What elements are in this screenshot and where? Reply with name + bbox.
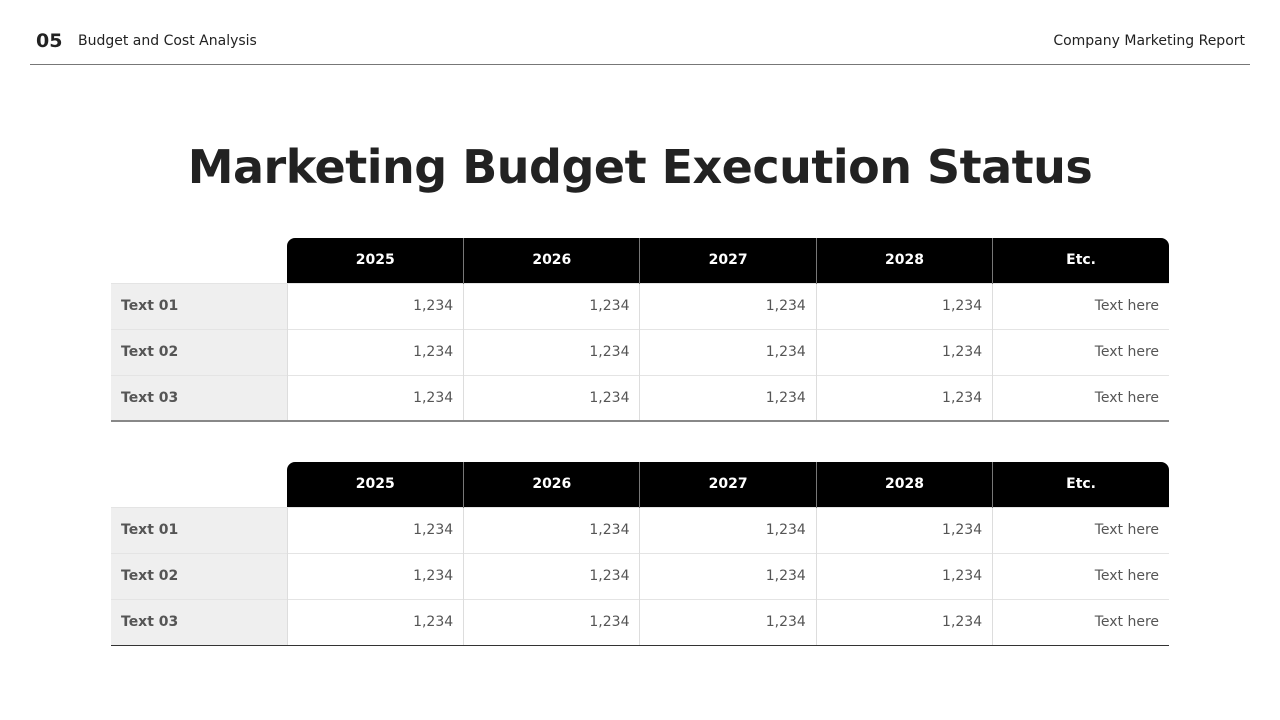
corner-cell bbox=[111, 462, 288, 507]
table-cell: 1,234 bbox=[639, 506, 817, 553]
table-row: Text 01 1,234 1,234 1,234 1,234 Text here bbox=[111, 506, 1169, 553]
row-label: Text 03 bbox=[111, 598, 288, 646]
table-cell: 1,234 bbox=[815, 374, 993, 422]
column-header: 2027 bbox=[639, 238, 817, 283]
section-number: 05 bbox=[36, 30, 63, 52]
table-row: Text 03 1,234 1,234 1,234 1,234 Text here bbox=[111, 598, 1169, 646]
row-label: Text 03 bbox=[111, 374, 288, 422]
table-cell: 1,234 bbox=[463, 374, 640, 422]
report-title: Company Marketing Report bbox=[1053, 33, 1245, 49]
row-label: Text 02 bbox=[111, 328, 288, 375]
table-row: Text 02 1,234 1,234 1,234 1,234 Text here bbox=[111, 328, 1169, 375]
table-cell: 1,234 bbox=[815, 328, 993, 375]
table-cell: 1,234 bbox=[286, 598, 464, 646]
table-cell: 1,234 bbox=[286, 328, 464, 375]
corner-cell bbox=[111, 238, 288, 283]
column-header: 2025 bbox=[287, 238, 464, 283]
column-header: 2028 bbox=[815, 238, 993, 283]
column-header: 2028 bbox=[815, 462, 993, 507]
page-title: Marketing Budget Execution Status bbox=[187, 140, 1093, 194]
budget-table-1: 2025 2026 2027 2028 Etc. Text 01 1,234 1,234 1,2… bbox=[111, 238, 1169, 422]
row-label: Text 01 bbox=[111, 282, 288, 329]
table-row: Text 01 1,234 1,234 1,234 1,234 Text here bbox=[111, 282, 1169, 329]
table-cell: 1,234 bbox=[286, 374, 464, 422]
column-header: 2026 bbox=[463, 238, 640, 283]
table-cell: Text here bbox=[992, 374, 1169, 422]
column-header: 2025 bbox=[287, 462, 464, 507]
table-cell: 1,234 bbox=[815, 282, 993, 329]
table-cell: 1,234 bbox=[639, 328, 817, 375]
table-cell: 1,234 bbox=[639, 374, 817, 422]
table-cell: Text here bbox=[992, 552, 1169, 599]
row-label: Text 02 bbox=[111, 552, 288, 599]
table-cell: 1,234 bbox=[463, 506, 640, 553]
section-title: Budget and Cost Analysis bbox=[78, 33, 257, 49]
table-cell: 1,234 bbox=[815, 598, 993, 646]
table-cell: 1,234 bbox=[286, 552, 464, 599]
table-cell: 1,234 bbox=[463, 598, 640, 646]
table-cell: 1,234 bbox=[286, 506, 464, 553]
table-cell: 1,234 bbox=[463, 552, 640, 599]
page-header: 05 Budget and Cost Analysis Company Mark… bbox=[30, 30, 1250, 65]
table-cell: Text here bbox=[992, 282, 1169, 329]
column-header: 2026 bbox=[463, 462, 640, 507]
budget-table-2: 2025 2026 2027 2028 Etc. Text 01 1,234 1,234 1,2… bbox=[111, 462, 1169, 646]
table-cell: 1,234 bbox=[639, 598, 817, 646]
table-cell: 1,234 bbox=[639, 282, 817, 329]
column-header: Etc. bbox=[992, 238, 1169, 283]
table-row: Text 03 1,234 1,234 1,234 1,234 Text here bbox=[111, 374, 1169, 422]
table-row: Text 02 1,234 1,234 1,234 1,234 Text here bbox=[111, 552, 1169, 599]
column-header: Etc. bbox=[992, 462, 1169, 507]
table-cell: 1,234 bbox=[639, 552, 817, 599]
table-cell: 1,234 bbox=[286, 282, 464, 329]
column-header: 2027 bbox=[639, 462, 817, 507]
table-cell: 1,234 bbox=[463, 282, 640, 329]
table-cell: Text here bbox=[992, 598, 1169, 646]
table-cell: Text here bbox=[992, 506, 1169, 553]
table-cell: Text here bbox=[992, 328, 1169, 375]
table-cell: 1,234 bbox=[463, 328, 640, 375]
table-cell: 1,234 bbox=[815, 506, 993, 553]
row-label: Text 01 bbox=[111, 506, 288, 553]
table-cell: 1,234 bbox=[815, 552, 993, 599]
